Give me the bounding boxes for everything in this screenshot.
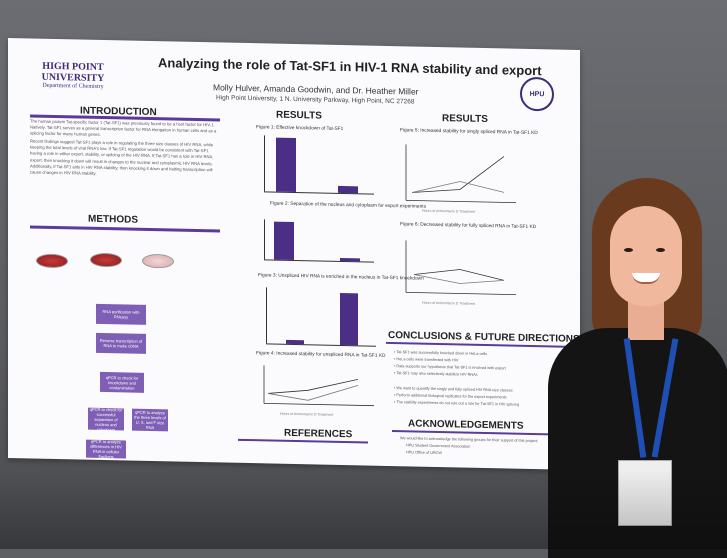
conclusion-bullet: • Tat-SF1 may also selectively stabilize… [394,371,478,377]
conclusion-bullet: • The stability experiments do not rule … [394,400,520,407]
chart-axis [266,287,267,344]
figure-6-line-chart [405,240,516,296]
section-divider [30,225,220,233]
intro-paragraph: Recent findings suggest Tat-SF1 plays a … [30,138,214,176]
chart-bar [276,137,296,193]
figure-6-title: Figure 6: Decreased stability for fully … [400,222,537,231]
eye [656,248,665,252]
axis-label: Hours of Actinomycin D Treatment [422,300,476,306]
figure-3-title: Figure 3: Unspliced HIV RNA is enriched … [258,273,424,282]
results-heading-left: RESULTS [276,109,322,122]
intro-paragraph: The human protein Tat-specific factor 1 … [30,118,217,138]
conclusion-bullet: • Tat-SF1 was successfully knocked down … [394,350,488,357]
methods-step-box: qPCR to analyze the three levels of U, S… [132,408,168,432]
logo-line-3: Department of Chemistry [42,82,104,91]
results-heading-right: RESULTS [442,113,488,126]
culture-dish-icon [90,252,122,268]
smile [632,273,660,284]
axis-label: Hours of Actinomycin D Treatment [422,208,476,214]
methods-step-box: Reverse transcription of RNA to make cDN… [96,332,146,354]
introduction-text: The human protein Tat-specific factor 1 … [30,118,220,181]
acknowledgement-line: HPU Student Government Association [406,443,471,449]
axis-label: Hours of Actinomycin D Treatment [280,411,334,417]
chart-bar [274,221,294,260]
section-divider [392,430,562,436]
conclusion-bullet: • Perform additional biological replicat… [394,393,507,400]
culture-dish-icon [142,253,174,269]
figure-5-title: Figure 5: Increased stability for singly… [400,128,538,137]
poster-title: Analyzing the role of Tat-SF1 in HIV-1 R… [158,55,542,79]
neck [628,300,664,340]
figure-1-title: Figure 1: Effective knockdown of Tat-SF1 [256,125,344,133]
figure-5-line-chart [405,144,516,204]
chart-bar [340,257,360,262]
methods-step-box: RNA purification with RNeasy [96,303,146,325]
name-badge [618,460,672,526]
face [610,206,682,306]
methods-step-box: qPCR to check for knockdown and contamin… [100,371,144,393]
conclusion-bullet: • We want to quantify the singly and ful… [394,386,513,393]
chart-axis [266,343,376,347]
research-poster: HIGH POINT UNIVERSITY Department of Chem… [8,38,580,470]
chart-bar [340,292,358,346]
methods-step-box: qPCR to analyze differences in HIV RNA i… [86,439,126,459]
figure-4-line-chart [263,365,374,407]
university-logo: HIGH POINT UNIVERSITY Department of Chem… [38,61,108,90]
eye [624,248,633,252]
figure-4-title: Figure 4: Increased stability for unspli… [256,351,386,359]
chart-bar [338,185,358,194]
student-presenter [540,178,727,558]
chart-bar [286,339,304,345]
conclusion-bullet: • Data supports our hypothesis that Tat-… [394,364,506,371]
acknowledgement-line: HPU Office of URCW [406,450,443,456]
acknowledgement-line: We would like to acknowledge the followi… [400,436,538,444]
poster-affiliation: High Point University, 1 N. University P… [216,94,415,106]
conclusion-bullet: • HeLa cells were transfected with HIV [394,357,459,363]
culture-dish-icon [36,253,68,269]
floor-shadow [0,470,727,549]
chart-axis [264,135,265,192]
methods-step-box: qPCR to check for successful separation … [88,406,124,432]
methods-heading: METHODS [88,213,138,226]
chart-axis [264,219,265,260]
references-heading: REFERENCES [284,427,353,441]
university-seal-icon: HPU [520,76,554,112]
